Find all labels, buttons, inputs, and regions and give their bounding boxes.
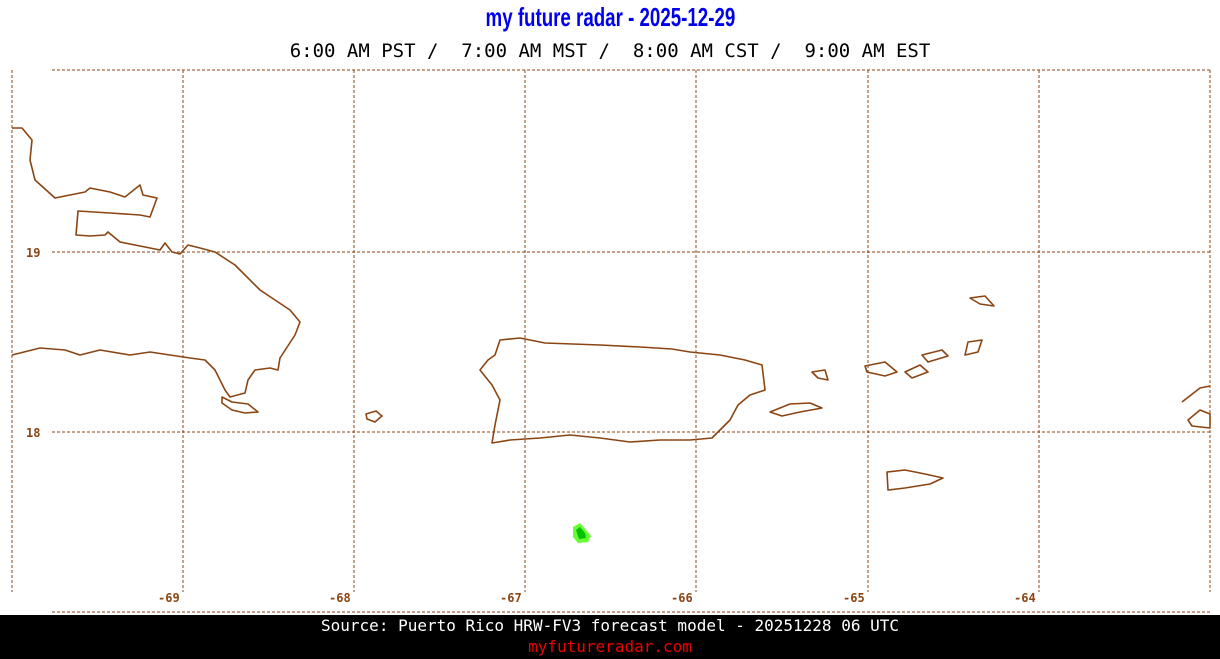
latitude-labels: 19 18 bbox=[26, 246, 40, 440]
source-text: Source: Puerto Rico HRW-FV3 forecast mod… bbox=[321, 616, 899, 635]
footer: Source: Puerto Rico HRW-FV3 forecast mod… bbox=[0, 615, 1220, 659]
title-text: my future radar - 2025-12-29 bbox=[485, 2, 735, 32]
lon-label: -69 bbox=[158, 591, 180, 605]
saona-island bbox=[221, 396, 259, 414]
page-title: my future radar - 2025-12-29 bbox=[0, 2, 1220, 33]
longitude-labels: -69 -68 -67 -66 -65 -64 bbox=[158, 591, 1036, 605]
precipitation bbox=[573, 523, 591, 543]
grid bbox=[11, 69, 1212, 613]
lon-label: -67 bbox=[500, 591, 522, 605]
lon-label: -68 bbox=[329, 591, 351, 605]
precip-cell-core bbox=[576, 527, 586, 539]
time-zones: 6:00 AM PST / 7:00 AM MST / 8:00 AM CST … bbox=[289, 40, 931, 62]
lon-label: -64 bbox=[1014, 591, 1036, 605]
vieques-island bbox=[769, 402, 823, 417]
lon-label: -66 bbox=[671, 591, 693, 605]
coastlines bbox=[11, 127, 1211, 491]
hispaniola-coast bbox=[11, 127, 301, 398]
lat-label: 18 bbox=[26, 426, 40, 440]
lat-label: 19 bbox=[26, 246, 40, 260]
site-link[interactable]: myfutureradar.com bbox=[528, 637, 692, 656]
lon-label: -65 bbox=[843, 591, 865, 605]
culebra-island bbox=[811, 369, 829, 381]
east-islands bbox=[1181, 385, 1211, 429]
mona-island bbox=[365, 410, 383, 423]
virgin-islands bbox=[864, 295, 995, 379]
st-croix-island bbox=[886, 469, 944, 491]
puerto-rico-coast bbox=[479, 337, 766, 444]
